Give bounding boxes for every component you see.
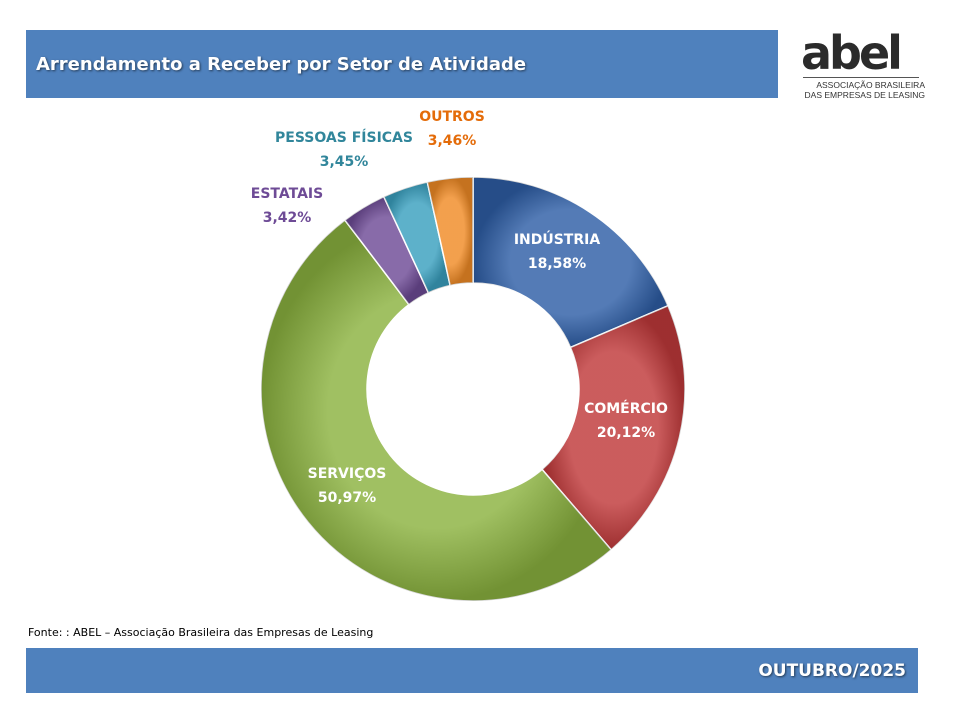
slice-label-outros: OUTROS [419,109,485,125]
slice-group [260,176,686,602]
slice-label-pessoas-fisicas: PESSOAS FÍSICAS [275,129,413,146]
page-title: Arrendamento a Receber por Setor de Ativ… [36,53,527,75]
footer-bar: OUTUBRO/2025 [26,648,918,693]
logo-subtitle-line2: DAS EMPRESAS DE LEASING [804,90,925,100]
slice-value-pessoas-fisicas: 3,45% [320,154,369,170]
source-note: Fonte: : ABEL – Associação Brasileira da… [28,626,374,639]
slice-value-estatais: 3,42% [263,210,312,226]
title-bar: Arrendamento a Receber por Setor de Ativ… [26,30,778,98]
period-label: OUTUBRO/2025 [758,660,906,681]
slice-value-comercio: 20,12% [597,425,655,441]
abel-logo: abel ASSOCIAÇÃO BRASILEIRA DAS EMPRESAS … [795,30,925,102]
label-group: INDÚSTRIA 18,58% COMÉRCIO 20,12% SERVIÇOS 50,… [251,109,668,506]
slice-value-industria: 18,58% [528,256,586,272]
slice-value-servicos: 50,97% [318,490,376,506]
slice-value-outros: 3,46% [428,133,477,149]
slice-label-servicos: SERVIÇOS [308,466,387,482]
logo-divider [803,77,919,78]
logo-wordmark: abel [801,26,903,80]
slice-label-estatais: ESTATAIS [251,186,323,202]
logo-subtitle-line1: ASSOCIAÇÃO BRASILEIRA [816,80,925,90]
slice-label-industria: INDÚSTRIA [514,230,601,248]
slice-label-comercio: COMÉRCIO [584,400,668,417]
